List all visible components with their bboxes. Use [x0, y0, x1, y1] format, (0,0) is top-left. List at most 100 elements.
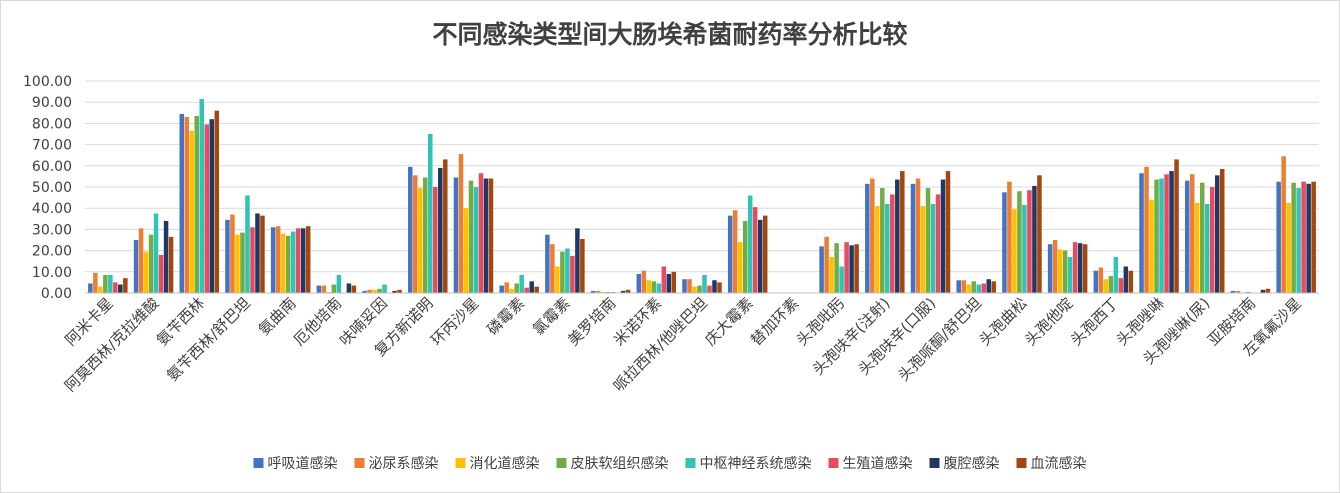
bar: [747, 195, 753, 293]
bar: [184, 117, 190, 293]
x-category-label: 头孢曲松: [976, 294, 1031, 349]
bar: [529, 281, 534, 293]
bar: [844, 242, 849, 293]
bar: [1022, 205, 1027, 293]
bar: [428, 134, 433, 293]
bar: [737, 242, 743, 293]
bar: [245, 195, 250, 293]
bar: [225, 219, 230, 293]
x-category-label: 氯霉素: [529, 294, 574, 339]
bar: [707, 285, 712, 293]
x-category-label: 磷霉素: [483, 294, 528, 339]
bar: [1144, 166, 1149, 293]
bar: [1235, 290, 1241, 293]
bar: [1219, 168, 1225, 293]
bar: [204, 124, 210, 294]
bar: [671, 271, 677, 293]
bar: [762, 215, 768, 293]
bar: [1012, 209, 1017, 293]
bar: [1077, 243, 1083, 293]
x-category-label: 庆大霉素: [701, 294, 756, 349]
gridlines: [85, 80, 1319, 273]
bar: [1174, 159, 1179, 293]
bar: [1245, 291, 1251, 293]
bar: [413, 175, 418, 293]
bar: [351, 285, 357, 293]
bar: [1108, 276, 1114, 293]
legend-label: 血流感染: [1031, 455, 1087, 472]
legend-swatch: [455, 458, 466, 468]
bar: [418, 188, 423, 293]
bar: [1164, 174, 1169, 293]
bar: [1103, 279, 1109, 293]
bar: [534, 286, 539, 293]
bar: [1128, 270, 1134, 293]
y-tick-label: 10.00: [32, 265, 72, 281]
legend-item: 皮肤软组织感染: [556, 455, 669, 472]
bar: [260, 215, 265, 293]
bar: [1017, 191, 1022, 293]
bar: [1037, 175, 1042, 293]
legend-label: 中枢神经系统感染: [700, 455, 812, 472]
bar: [1296, 188, 1301, 293]
y-tick-label: 90.00: [32, 95, 72, 111]
bar: [935, 194, 941, 293]
bar: [661, 266, 667, 293]
bars: [88, 99, 1316, 294]
bar: [509, 288, 514, 293]
bar: [88, 283, 93, 293]
bar: [981, 283, 986, 293]
bar: [1123, 266, 1129, 293]
bar: [742, 220, 748, 293]
bar: [880, 188, 885, 293]
bar: [1002, 192, 1007, 293]
bar: [961, 280, 966, 293]
bar: [986, 279, 991, 293]
y-tick-label: 100.00: [23, 74, 72, 90]
bar: [717, 282, 722, 293]
bar: [620, 290, 626, 293]
legend-swatch: [1016, 458, 1027, 468]
bar: [199, 99, 205, 294]
legend-item: 生殖道感染: [828, 455, 913, 472]
bar: [915, 178, 921, 293]
bar: [971, 281, 976, 293]
bar: [275, 226, 281, 293]
bar: [93, 272, 98, 293]
bar: [123, 278, 128, 293]
legend-item: 泌尿系感染: [354, 455, 439, 472]
y-tick-label: 70.00: [32, 138, 72, 154]
bar: [940, 179, 946, 293]
bar: [1082, 244, 1088, 293]
legend-label: 生殖道感染: [843, 455, 913, 472]
bar: [1199, 182, 1205, 293]
legend-item: 血流感染: [1016, 455, 1087, 472]
bar: [326, 291, 332, 293]
bar: [697, 285, 702, 293]
bar: [885, 203, 890, 293]
bar: [423, 177, 428, 293]
bar: [372, 289, 377, 293]
bar: [214, 110, 220, 294]
legend-label: 泌尿系感染: [369, 455, 439, 472]
bar: [692, 286, 697, 293]
bar: [148, 234, 154, 293]
bar: [382, 284, 387, 293]
bar: [250, 227, 255, 293]
bar: [1052, 240, 1058, 293]
bar: [189, 130, 195, 293]
bar: [839, 266, 844, 293]
bar: [1230, 290, 1236, 293]
bar: [600, 291, 606, 293]
bar: [1169, 171, 1174, 293]
legend-label: 皮肤软组织感染: [571, 455, 669, 472]
bar: [300, 228, 306, 293]
bar: [158, 254, 164, 293]
bar: [570, 255, 575, 293]
y-tick-label: 80.00: [32, 116, 72, 132]
bar: [1286, 202, 1291, 293]
bar: [834, 243, 839, 293]
legend-swatch: [253, 458, 264, 468]
bar: [854, 244, 859, 293]
